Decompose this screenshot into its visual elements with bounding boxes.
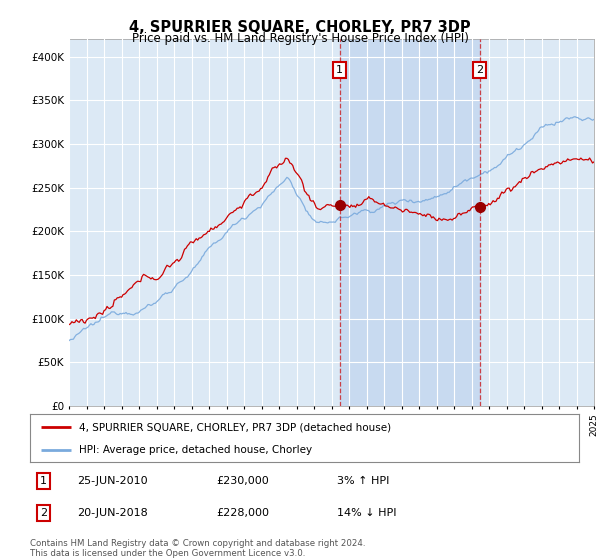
Text: HPI: Average price, detached house, Chorley: HPI: Average price, detached house, Chor… xyxy=(79,445,313,455)
Text: £228,000: £228,000 xyxy=(217,508,269,518)
Text: 3% ↑ HPI: 3% ↑ HPI xyxy=(337,476,390,486)
Text: 1: 1 xyxy=(40,476,47,486)
Text: Contains HM Land Registry data © Crown copyright and database right 2024.
This d: Contains HM Land Registry data © Crown c… xyxy=(30,539,365,558)
Text: Price paid vs. HM Land Registry's House Price Index (HPI): Price paid vs. HM Land Registry's House … xyxy=(131,32,469,45)
Text: 14% ↓ HPI: 14% ↓ HPI xyxy=(337,508,397,518)
Bar xyxy=(340,39,480,406)
Text: 4, SPURRIER SQUARE, CHORLEY, PR7 3DP: 4, SPURRIER SQUARE, CHORLEY, PR7 3DP xyxy=(129,20,471,35)
Text: 2: 2 xyxy=(40,508,47,518)
Text: 1: 1 xyxy=(336,65,343,75)
Text: 20-JUN-2018: 20-JUN-2018 xyxy=(77,508,148,518)
Text: 4, SPURRIER SQUARE, CHORLEY, PR7 3DP (detached house): 4, SPURRIER SQUARE, CHORLEY, PR7 3DP (de… xyxy=(79,422,392,432)
Text: £230,000: £230,000 xyxy=(217,476,269,486)
Text: 2: 2 xyxy=(476,65,483,75)
Text: 25-JUN-2010: 25-JUN-2010 xyxy=(77,476,147,486)
